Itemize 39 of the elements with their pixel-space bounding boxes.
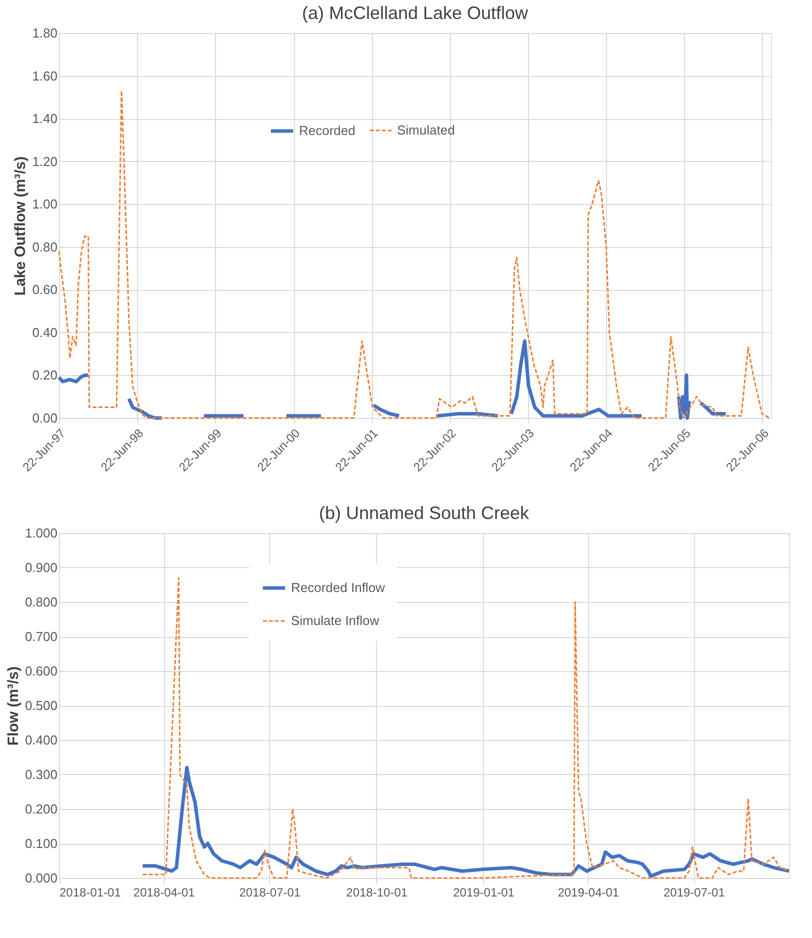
y-tick-label: 0.800 [24,594,58,610]
y-tick-label: 0.900 [24,560,58,575]
y-axis-title: Flow (m³/s) [4,666,22,746]
x-tick-label: 2019-07-01 [663,886,726,900]
y-tick-label: 0.400 [24,732,58,748]
y-tick-label: 0.000 [24,870,58,886]
y-tick-label: 1.000 [24,526,58,540]
x-tick-label: 2019-01-01 [453,886,515,900]
y-tick-label: 0.100 [24,836,58,851]
y-tick-label: 0.200 [24,802,58,816]
legend-label: Recorded [299,123,356,138]
y-tick-label: 1.20 [32,154,58,169]
chart-title: (a) McClelland Lake Outflow [302,3,530,23]
y-tick-label: 0.40 [32,324,58,340]
y-axis-title: Lake Outflow (m³/s) [12,156,30,296]
y-tick-label: 0.500 [24,698,58,713]
y-tick-label: 0.20 [32,368,58,383]
y-tick-label: 0.300 [24,767,58,782]
y-tick-label: 1.40 [32,111,58,126]
line-series [140,766,791,878]
y-tick-label: 0.00 [32,410,58,426]
y-tick-label: 0.60 [32,282,58,298]
legend-label: Simulate Inflow [291,613,380,628]
line-series [142,577,790,879]
y-tick-label: 1.80 [32,26,58,40]
y-tick-label: 1.00 [32,196,58,212]
x-tick-label: 2018-07-01 [239,886,301,900]
x-tick-label: 2018-01-01 [60,886,122,900]
line-series [58,90,770,419]
legend-label: Simulated [397,122,455,138]
x-tick-label: 2019-04-01 [558,886,620,900]
x-tick-label: 2018-04-01 [133,886,196,900]
chart-title: (b) Unnamed South Creek [318,503,530,523]
y-tick-label: 0.80 [32,239,58,254]
legend-label: Recorded Inflow [291,580,386,595]
y-tick-label: 1.60 [32,68,58,84]
x-tick-label: 2018-10-01 [346,886,408,900]
y-tick-label: 0.600 [24,664,58,678]
y-tick-label: 0.700 [24,629,58,644]
